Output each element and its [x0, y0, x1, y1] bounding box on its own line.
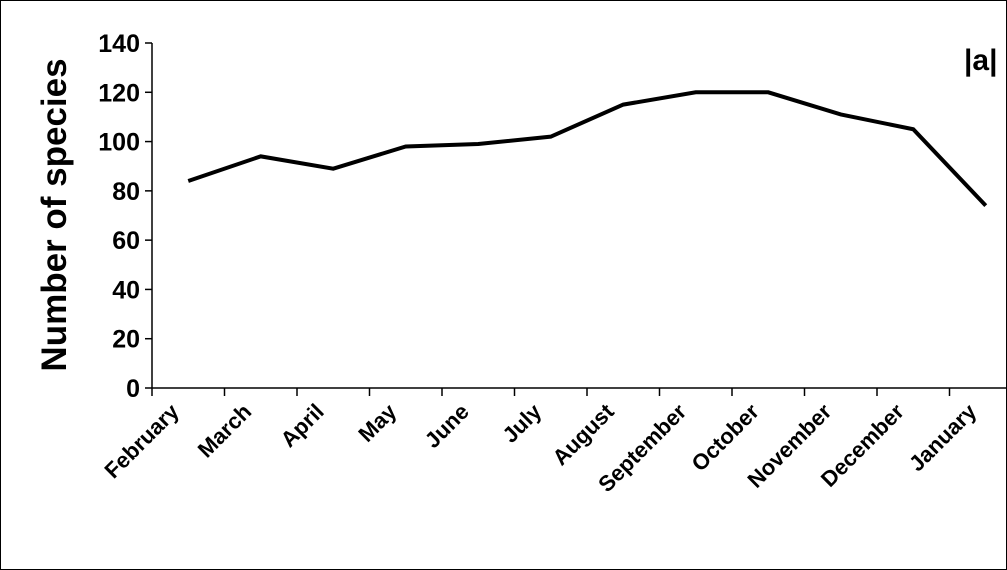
- x-tick-label: June: [420, 399, 474, 453]
- y-tick-label: 80: [112, 178, 140, 206]
- y-tick-label: 100: [98, 129, 140, 157]
- y-tick-label: 60: [112, 227, 140, 255]
- x-tick-label: April: [276, 399, 329, 452]
- y-tick-label: 40: [112, 276, 140, 304]
- x-tick-label: May: [353, 398, 401, 446]
- x-tick-label: March: [193, 399, 256, 462]
- y-tick-label: 0: [126, 375, 140, 403]
- y-tick-label: 20: [112, 326, 140, 354]
- annotation: |a|: [964, 44, 997, 77]
- y-tick-label: 140: [98, 30, 140, 58]
- x-tick-label: August: [548, 398, 620, 470]
- x-tick-label: January: [904, 398, 982, 476]
- y-tick-label: 120: [98, 79, 140, 107]
- x-tick-label: February: [100, 398, 185, 483]
- data-line: [187, 90, 988, 208]
- x-tick-label: July: [497, 398, 546, 447]
- y-axis-label: Number of species: [35, 58, 74, 371]
